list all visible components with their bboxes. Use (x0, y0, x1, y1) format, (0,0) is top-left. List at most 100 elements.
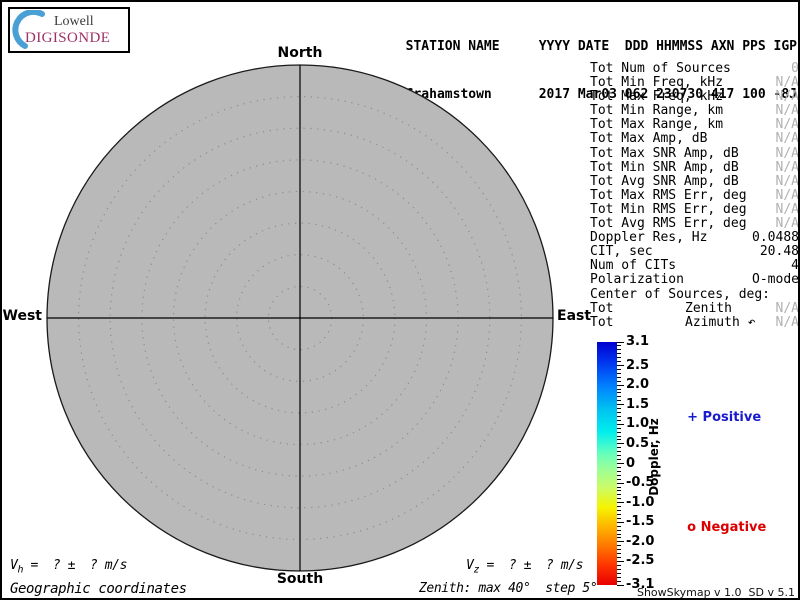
colorbar-minor-tick (617, 553, 621, 555)
info-row-value: N/A (775, 75, 799, 91)
east-label: East (557, 308, 592, 324)
colorbar-minor-tick (617, 580, 621, 582)
colorbar-minor-tick (617, 353, 621, 355)
colorbar-major-tick (617, 423, 624, 425)
colorbar-minor-tick (617, 494, 621, 496)
colorbar-minor-tick (617, 380, 621, 382)
colorbar-major-tick (617, 502, 624, 504)
info-row: Polarization O-mode (590, 272, 799, 288)
info-row: Doppler Res, Hz 0.0488 (590, 231, 798, 245)
colorbar-minor-tick (617, 357, 621, 359)
vh-value: = ? ± ? m/s (23, 558, 128, 573)
colorbar-minor-tick (617, 513, 621, 515)
negative-doppler-legend: o Negative (669, 505, 766, 550)
colorbar-minor-tick (617, 427, 621, 429)
colorbar-minor-tick (617, 576, 621, 578)
info-row-label: Tot Max Range, km (590, 117, 724, 133)
info-row-value: 20.48 (759, 244, 799, 260)
colorbar-minor-tick (617, 412, 621, 414)
colorbar-minor-tick (617, 392, 621, 394)
station-header-columns: STATION NAME YYYY DATE DDD HHMMSS AXN PP… (405, 39, 797, 54)
doppler-axis-title: Doppler, Hz (647, 418, 661, 496)
colorbar-major-tick (617, 365, 624, 367)
colorbar-major-tick (617, 463, 624, 464)
colorbar-minor-tick (617, 498, 621, 500)
info-row-label: Tot Num of Sources (590, 61, 731, 76)
north-label: North (277, 45, 323, 61)
skymap-plot (46, 64, 554, 572)
colorbar-minor-tick (617, 510, 621, 512)
colorbar-tick-label: 1.0 (626, 416, 650, 432)
vz-symbol: V (466, 558, 474, 573)
colorbar-minor-tick (617, 388, 621, 390)
colorbar-tick-label: -2.0 (626, 533, 655, 549)
info-row: Num of CITs 4 (590, 258, 799, 274)
colorbar-minor-tick (617, 439, 621, 441)
info-row: Tot Max RMS Err, deg N/A (590, 187, 798, 203)
vh-symbol: V (10, 558, 18, 573)
info-row-value: N/A (775, 117, 799, 133)
colorbar-minor-tick (617, 459, 621, 461)
vh-subscript: h (17, 564, 24, 576)
colorbar-tick-label: -0.5 (626, 474, 655, 490)
colorbar-minor-tick (617, 455, 621, 457)
colorbar-major-tick (617, 404, 624, 406)
colorbar-major-tick (617, 584, 624, 586)
info-row-label: Tot (590, 314, 614, 330)
info-row-label: Num of CITs (590, 258, 677, 274)
colorbar-minor-tick (617, 568, 621, 570)
colorbar-minor-tick (617, 525, 621, 527)
vertical-velocity-readout: Vz = ? ± ? m/s (466, 558, 583, 576)
info-row-value: N/A (775, 159, 799, 175)
station-header-values: Grahamstown 2017 Mar03 062 230730 417 10… (405, 87, 797, 102)
colorbar-minor-tick (617, 533, 621, 535)
colorbar-minor-tick (617, 529, 621, 531)
colorbar-minor-tick (617, 466, 621, 468)
doppler-colorbar-scale: 3.1 2.5 2.0 1.5 1.0 0.5 0 -0.5 -1.0 -1.5 -2.0 -2.5 -… (617, 334, 677, 592)
zenith-range-note: Zenith: max 40° step 5° (419, 581, 598, 596)
colorbar-major-tick (617, 541, 624, 543)
info-row: Tot Max SNR Amp, dB N/A (590, 145, 799, 161)
colorbar-minor-tick (617, 408, 621, 410)
colorbar-minor-tick (617, 557, 621, 559)
colorbar-tick-label: 2.5 (626, 357, 650, 373)
info-row-label: Tot Min Range, km (590, 103, 724, 119)
west-label: West (2, 308, 42, 324)
positive-doppler-legend: + Positive (669, 395, 761, 440)
info-row-label: Tot (590, 300, 614, 316)
info-row-label: Polarization (590, 272, 684, 288)
positive-legend-label: Positive (702, 410, 762, 425)
info-row-value: N/A (775, 300, 799, 316)
colorbar-minor-tick (617, 368, 621, 370)
info-row: Tot Num of Sources 0 (590, 61, 798, 76)
colorbar-tick-label: 3.1 (626, 333, 650, 349)
info-row-label: Tot Max RMS Err, deg (590, 187, 747, 203)
colorbar-tick-label: -1.5 (626, 514, 655, 530)
info-row-value: N/A (775, 131, 799, 147)
info-row: Tot Avg SNR Amp, dB N/A (590, 174, 798, 189)
info-row-value: N/A (775, 201, 799, 217)
colorbar-minor-tick (617, 549, 621, 551)
horizontal-velocity-readout: Vh = ? ± ? m/s (10, 558, 127, 576)
info-row-label: CIT, sec (590, 244, 653, 260)
colorbar-minor-tick (617, 349, 621, 351)
vz-subscript: z (473, 564, 480, 576)
lowell-digisonde-logo: Lowell DIGISONDE (8, 7, 130, 53)
colorbar-major-tick (617, 521, 624, 523)
colorbar-minor-tick (617, 376, 621, 378)
colorbar-minor-tick (617, 517, 621, 519)
negative-legend-label: Negative (700, 520, 767, 535)
plus-marker-icon: + (687, 410, 699, 425)
colorbar-minor-tick (617, 400, 621, 402)
crescent-icon (12, 10, 45, 49)
info-row-value: N/A (775, 145, 799, 161)
info-row: Tot Max Amp, dB N/A (590, 131, 799, 147)
info-row-label: Tot Max SNR Amp, dB (590, 145, 739, 161)
info-row-value: N/A (775, 314, 799, 330)
colorbar-major-tick (617, 384, 624, 386)
info-row: Tot Zenith N/A (590, 300, 799, 316)
info-row-value: O-mode (752, 272, 799, 288)
colorbar-minor-tick (617, 474, 621, 476)
info-row-value: 4 (791, 258, 799, 274)
